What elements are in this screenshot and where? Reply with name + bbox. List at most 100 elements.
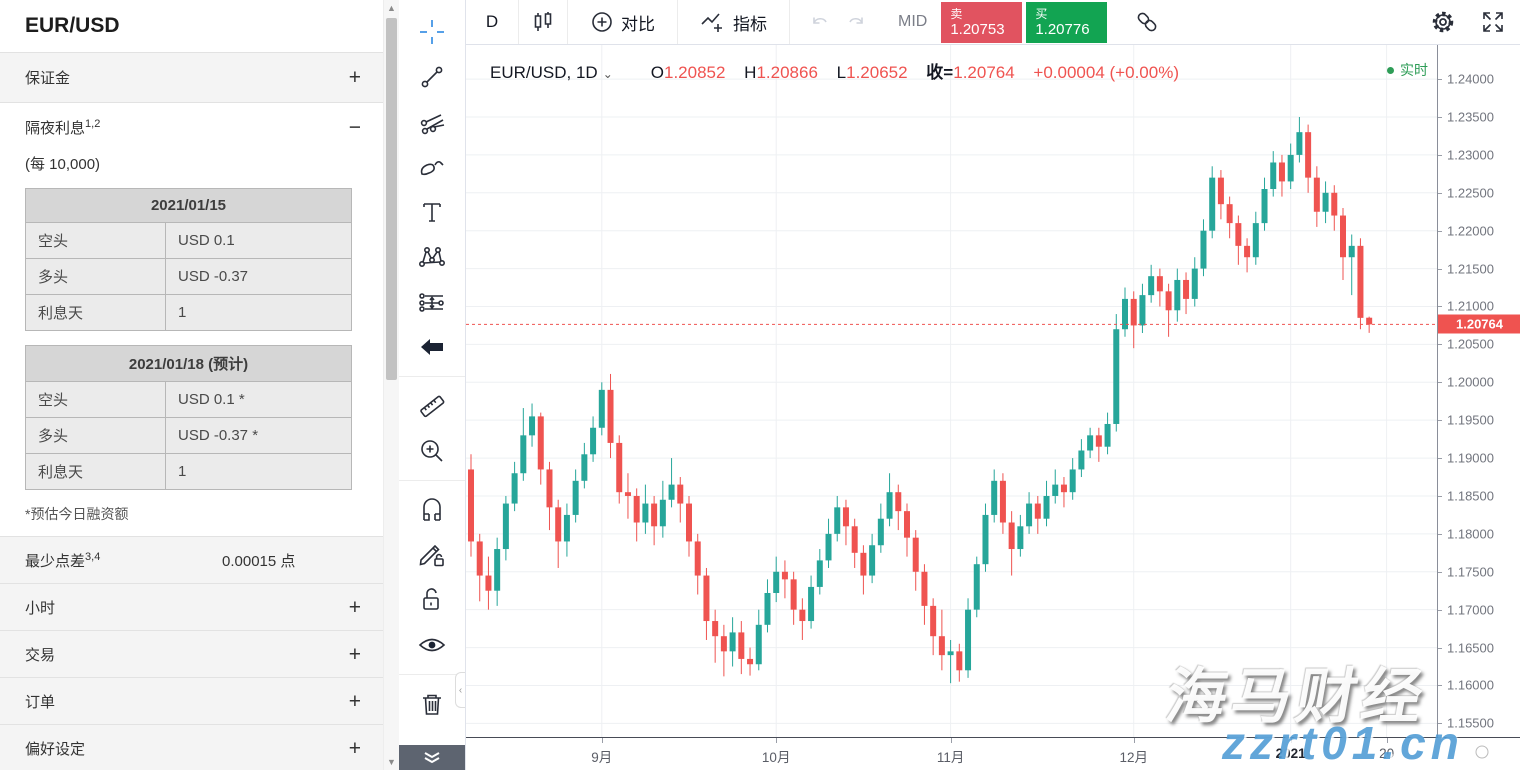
candle xyxy=(808,575,815,629)
time-tick-label: 12月 xyxy=(1119,750,1148,765)
margin-label: 保证金 xyxy=(25,70,71,87)
compare-button[interactable]: 对比 xyxy=(568,0,677,44)
xabcd-pattern-tool-icon[interactable] xyxy=(412,237,452,277)
forecast-tool-icon[interactable] xyxy=(412,282,452,322)
candle xyxy=(1305,124,1312,193)
sidebar-item-orders[interactable]: 订单 + xyxy=(0,678,383,725)
trend-line-tool-icon[interactable] xyxy=(412,57,452,97)
candle xyxy=(1087,427,1094,459)
candle xyxy=(1165,283,1172,337)
mid-price-mode-label[interactable]: MID xyxy=(898,13,928,30)
drawing-toolbar: ‹ xyxy=(399,0,466,770)
candle xyxy=(1235,215,1242,265)
candle xyxy=(1104,412,1111,455)
candle xyxy=(738,621,745,675)
chart-style-candles-icon[interactable] xyxy=(519,0,567,44)
time-tick-label: 2021 xyxy=(1275,746,1306,761)
candle xyxy=(520,408,527,481)
expand-plus-icon[interactable]: + xyxy=(348,689,361,713)
candle xyxy=(468,454,474,557)
candle xyxy=(1069,458,1076,500)
expand-plus-icon[interactable]: + xyxy=(348,66,361,89)
measure-ruler-icon[interactable] xyxy=(412,386,452,426)
candle xyxy=(1287,143,1294,190)
link-chart-icon[interactable] xyxy=(1125,0,1169,44)
sidebar-item-hours[interactable]: 小时 + xyxy=(0,584,383,631)
expand-plus-icon[interactable]: + xyxy=(348,642,361,666)
price-tick-label: 1.16000 xyxy=(1447,677,1494,693)
candle xyxy=(572,469,579,523)
candle xyxy=(764,579,771,633)
candle xyxy=(1026,492,1033,534)
toolbar-divider xyxy=(399,480,465,481)
unlock-all-icon[interactable] xyxy=(412,580,452,620)
price-tick-mark xyxy=(1438,647,1442,649)
price-tick-label: 1.19000 xyxy=(1447,450,1494,466)
plot-area[interactable] xyxy=(466,45,1437,737)
circle-plus-icon xyxy=(592,12,612,32)
price-tick-label: 1.15500 xyxy=(1447,715,1494,731)
toolbar-divider xyxy=(399,376,465,377)
time-tick-label: 11月 xyxy=(936,750,965,765)
toolbar-right-group xyxy=(1430,9,1506,35)
arrow-mark-tool-icon[interactable] xyxy=(412,327,452,367)
symbol-dropdown-caret-icon[interactable]: ⌄ xyxy=(602,67,613,81)
fullscreen-icon[interactable] xyxy=(1480,9,1506,35)
chart-top-toolbar: D 对比 指标 MID 卖 1.20753 买 xyxy=(466,0,1520,45)
expand-plus-icon[interactable]: + xyxy=(348,595,361,619)
pitchfork-tool-icon[interactable] xyxy=(412,102,452,142)
scroll-up-icon[interactable]: ▲ xyxy=(387,3,396,13)
toolbar-hide-button[interactable] xyxy=(399,745,465,770)
sell-button[interactable]: 卖 1.20753 xyxy=(941,1,1023,43)
price-tick-label: 1.17000 xyxy=(1447,602,1494,618)
symbol-interval-label[interactable]: EUR/USD, 1D xyxy=(490,63,598,82)
candle xyxy=(668,458,675,508)
candle xyxy=(781,560,788,599)
indicators-button[interactable]: 指标 xyxy=(678,0,789,44)
candle xyxy=(694,533,701,595)
price-tick-mark xyxy=(1438,79,1442,81)
remove-drawings-trash-icon[interactable] xyxy=(412,684,452,724)
chart-canvas[interactable] xyxy=(466,45,1437,737)
undo-icon[interactable] xyxy=(804,0,838,44)
buy-button[interactable]: 买 1.20776 xyxy=(1026,1,1108,43)
scrollbar-thumb[interactable] xyxy=(386,18,397,380)
candle xyxy=(921,564,928,625)
candle xyxy=(842,499,849,546)
hide-all-eye-icon[interactable] xyxy=(412,625,452,665)
settings-gear-icon[interactable] xyxy=(1430,9,1456,35)
price-tick-label: 1.16500 xyxy=(1447,640,1494,656)
sidebar-scrollbar[interactable]: ▲ ▼ xyxy=(383,0,399,770)
scroll-down-icon[interactable]: ▼ xyxy=(387,757,396,767)
candle xyxy=(476,533,483,602)
toolbar-collapse-handle[interactable]: ‹ xyxy=(455,672,465,708)
candle xyxy=(1296,117,1303,163)
sidebar-item-preferences[interactable]: 偏好设定 + xyxy=(0,725,383,770)
interval-button[interactable]: D xyxy=(485,12,499,31)
time-tick-label: 10月 xyxy=(761,750,791,765)
sidebar-item-trading[interactable]: 交易 + xyxy=(0,631,383,678)
candle xyxy=(877,503,884,553)
sidebar-item-margin[interactable]: 保证金 + xyxy=(0,53,383,103)
crosshair-tool-icon[interactable] xyxy=(412,12,452,52)
candle xyxy=(1331,185,1338,231)
text-tool-icon[interactable] xyxy=(412,192,452,232)
candle xyxy=(973,556,980,618)
brush-tool-icon[interactable] xyxy=(412,147,452,187)
time-tick-mark xyxy=(1290,738,1292,743)
sidebar-item-overnight-interest[interactable]: 隔夜利息1,2 − xyxy=(0,103,383,151)
candle xyxy=(555,499,562,568)
candle xyxy=(1174,268,1181,322)
drawing-lock-mode-icon[interactable] xyxy=(412,535,452,575)
price-axis[interactable]: 1.20764 1.24000 1.23500 1.23000 1.22500 1.22… xyxy=(1437,45,1520,737)
zoom-in-icon[interactable] xyxy=(412,431,452,471)
collapse-minus-icon[interactable]: − xyxy=(348,115,361,139)
footnote: *预估今日融资额 xyxy=(25,506,129,522)
candle xyxy=(1095,427,1102,462)
candle xyxy=(1217,170,1224,220)
redo-icon[interactable] xyxy=(838,0,872,44)
magnet-icon[interactable] xyxy=(412,490,452,530)
candle xyxy=(1191,257,1198,307)
time-axis[interactable]: 9月 10月 11月 12月 2021 20 xyxy=(466,737,1520,770)
expand-plus-icon[interactable]: + xyxy=(348,736,361,760)
